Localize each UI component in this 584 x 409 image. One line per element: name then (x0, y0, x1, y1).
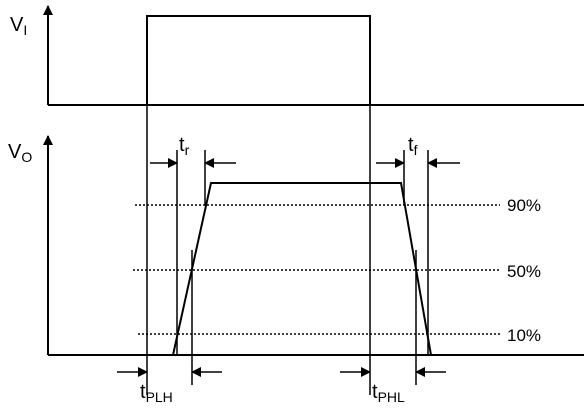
rise-time-label: tr (179, 134, 190, 158)
level-10-label: 10% (507, 326, 541, 345)
output-waveform (172, 182, 432, 356)
output-axis-label: VO (8, 141, 32, 165)
tphl-label: tPHL (372, 381, 405, 405)
fall-time-label: tf (408, 134, 418, 158)
input-pulse (146, 15, 371, 105)
input-axis-label: VI (10, 14, 27, 38)
level-50-label: 50% (507, 262, 541, 281)
tplh-label: tPLH (140, 381, 173, 405)
level-90-label: 90% (507, 196, 541, 215)
